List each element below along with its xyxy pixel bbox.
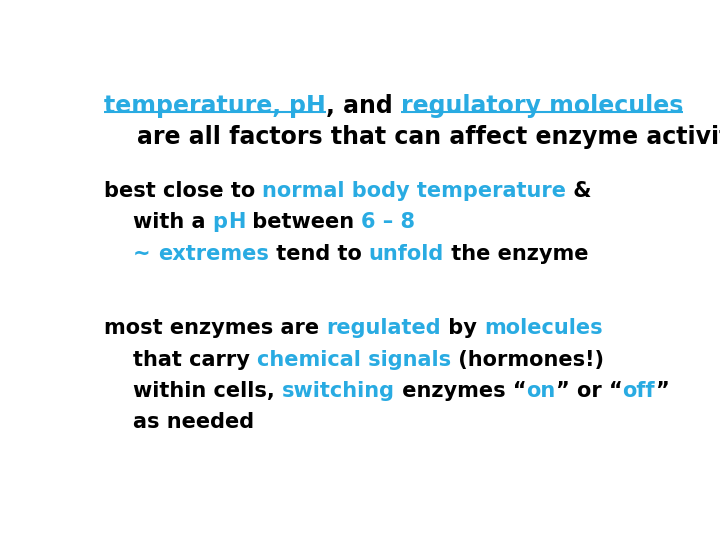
Text: off: off	[623, 381, 655, 401]
Text: most enzymes are: most enzymes are	[104, 319, 326, 339]
Text: unfold: unfold	[369, 244, 444, 264]
Text: 6 – 8: 6 – 8	[361, 212, 415, 232]
Text: p: p	[212, 212, 228, 232]
Text: by: by	[441, 319, 484, 339]
Text: with a: with a	[104, 212, 212, 232]
Text: enzymes “: enzymes “	[395, 381, 526, 401]
Text: extremes: extremes	[158, 244, 269, 264]
Text: H: H	[306, 94, 326, 118]
Text: (hormones!): (hormones!)	[451, 349, 604, 369]
Text: ”: ”	[655, 381, 669, 401]
Text: ” or “: ” or “	[556, 381, 623, 401]
Text: temperature,: temperature,	[104, 94, 289, 118]
Text: are all factors that can affect enzyme activity: are all factors that can affect enzyme a…	[104, 125, 720, 149]
Text: switching: switching	[282, 381, 395, 401]
Text: ~: ~	[104, 244, 158, 264]
Text: regulatory molecules: regulatory molecules	[401, 94, 683, 118]
Text: as needed: as needed	[104, 412, 254, 432]
Text: on: on	[526, 381, 556, 401]
Text: tend to: tend to	[269, 244, 369, 264]
Text: p: p	[289, 94, 306, 118]
Text: molecules: molecules	[484, 319, 603, 339]
Text: &: &	[567, 181, 592, 201]
Text: between: between	[245, 212, 361, 232]
Text: , and: , and	[326, 94, 401, 118]
Text: that carry: that carry	[104, 349, 257, 369]
Text: regulated: regulated	[326, 319, 441, 339]
Text: normal body temperature: normal body temperature	[263, 181, 567, 201]
Text: best close to: best close to	[104, 181, 263, 201]
Text: H: H	[228, 212, 245, 232]
Text: the enzyme: the enzyme	[444, 244, 588, 264]
Text: within cells,: within cells,	[104, 381, 282, 401]
Text: chemical signals: chemical signals	[257, 349, 451, 369]
